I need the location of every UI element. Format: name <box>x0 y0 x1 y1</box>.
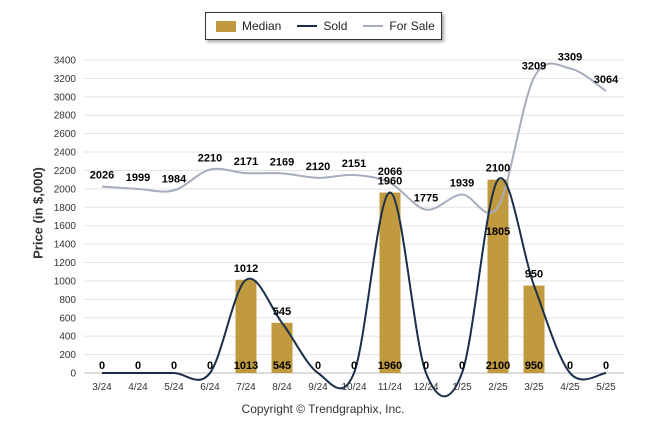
for-sale-data-label: 2151 <box>342 158 366 170</box>
legend-item-sold: Sold <box>297 19 347 33</box>
x-tick-label: 3/24 <box>92 382 112 393</box>
median-data-label: 950 <box>525 360 543 372</box>
y-axis: 0 200 400 600 800 1000 1200 1400 1600 1800 2000 220… <box>54 56 77 380</box>
for-sale-data-label: 1999 <box>126 172 150 184</box>
median-bar <box>487 179 509 373</box>
data-labels: 2026 1999 1984 2210 2171 2169 2120 2151 2066 1775… <box>90 51 619 372</box>
median-bar <box>523 285 545 373</box>
y-tick-label: 1600 <box>54 221 77 232</box>
sold-line <box>102 177 607 398</box>
y-tick-label: 0 <box>70 369 76 380</box>
y-tick-label: 1200 <box>54 258 77 269</box>
median-data-label: 0 <box>135 360 141 372</box>
y-tick-label: 400 <box>59 332 76 343</box>
for-sale-data-label: 2171 <box>234 156 258 168</box>
median-data-label: 0 <box>171 360 177 372</box>
median-data-label: 1960 <box>378 360 402 372</box>
for-sale-data-label: 2120 <box>306 161 330 173</box>
median-data-label: 0 <box>459 360 465 372</box>
x-tick-label: 4/25 <box>560 382 580 393</box>
y-tick-label: 2200 <box>54 166 77 177</box>
legend-swatch-median <box>216 20 236 32</box>
legend-item-median: Median <box>216 19 281 33</box>
sold-data-label: 950 <box>525 269 543 281</box>
x-tick-label: 2/25 <box>488 382 508 393</box>
x-tick-label: 11/24 <box>378 382 403 393</box>
y-tick-label: 1400 <box>54 240 77 251</box>
y-tick-label: 600 <box>59 313 76 324</box>
series-lines <box>101 62 607 398</box>
x-tick-label: 12/24 <box>413 382 438 393</box>
legend-label-sold: Sold <box>323 19 348 33</box>
y-tick-label: 200 <box>59 350 76 361</box>
x-tick-label: 5/24 <box>164 382 184 393</box>
median-data-label: 0 <box>567 360 573 372</box>
x-tick-label: 6/24 <box>200 382 220 393</box>
median-bar <box>271 322 293 373</box>
median-bars <box>235 179 545 373</box>
for-sale-data-label: 1939 <box>450 177 474 189</box>
grid-lines <box>84 59 624 374</box>
median-data-label: 0 <box>207 360 213 372</box>
y-tick-label: 2800 <box>54 111 77 122</box>
y-tick-label: 2600 <box>54 129 77 140</box>
y-axis-title: Price (in $,000) <box>30 167 46 259</box>
y-tick-label: 1000 <box>54 276 77 287</box>
for-sale-data-label: 2066 <box>378 166 402 178</box>
y-tick-label: 3400 <box>54 56 77 67</box>
sold-data-label: 545 <box>273 306 291 318</box>
copyright-text: Copyright © Trendgraphix, Inc. <box>241 402 405 416</box>
legend-swatch-sold <box>297 25 318 27</box>
median-data-label: 0 <box>99 360 105 372</box>
median-data-label: 1013 <box>234 360 258 372</box>
median-data-label: 0 <box>423 360 429 372</box>
median-bar <box>235 279 257 373</box>
for-sale-data-label: 2169 <box>270 156 294 168</box>
y-tick-label: 3200 <box>54 74 77 85</box>
x-tick-label: 7/24 <box>236 382 256 393</box>
x-tick-label: 4/24 <box>128 382 148 393</box>
legend-label-for-sale: For Sale <box>389 19 435 33</box>
y-tick-label: 2400 <box>54 148 77 159</box>
x-tick-label: 10/24 <box>341 382 366 393</box>
y-tick-label: 3000 <box>54 92 77 103</box>
legend: Median Sold For Sale <box>205 12 442 40</box>
sold-data-label: 2100 <box>486 163 510 175</box>
for-sale-data-label: 3209 <box>522 61 546 73</box>
x-tick-label: 3/25 <box>524 382 544 393</box>
y-tick-label: 2000 <box>54 184 77 195</box>
median-data-label: 0 <box>351 360 357 372</box>
for-sale-data-label: 3064 <box>594 74 619 86</box>
legend-item-for-sale: For Sale <box>363 19 435 33</box>
for-sale-data-label: 1984 <box>162 173 187 185</box>
median-data-label: 2100 <box>486 360 510 372</box>
sold-data-label: 1960 <box>378 176 402 188</box>
sold-data-label: 1012 <box>234 263 258 275</box>
for-sale-data-label: 1775 <box>414 193 438 205</box>
legend-label-median: Median <box>242 19 282 33</box>
x-tick-label: 5/25 <box>596 382 616 393</box>
median-bar <box>379 192 401 373</box>
for-sale-line <box>101 62 607 215</box>
legend-swatch-for-sale <box>363 25 384 27</box>
y-tick-label: 800 <box>59 295 76 306</box>
for-sale-data-label: 1805 <box>486 226 510 238</box>
median-data-label: 0 <box>315 360 321 372</box>
median-data-label: 0 <box>603 360 609 372</box>
for-sale-data-label: 3309 <box>558 51 582 63</box>
median-data-label: 545 <box>273 360 291 372</box>
x-tick-label: 8/24 <box>272 382 292 393</box>
y-tick-label: 1800 <box>54 203 77 214</box>
x-tick-label: 1/25 <box>452 382 472 393</box>
x-tick-label: 9/24 <box>308 382 328 393</box>
x-axis: 3/24 4/24 5/24 6/24 7/24 8/24 9/24 10/24 11/24 12… <box>92 382 616 393</box>
for-sale-data-label: 2210 <box>198 153 222 165</box>
for-sale-data-label: 2026 <box>90 169 114 181</box>
